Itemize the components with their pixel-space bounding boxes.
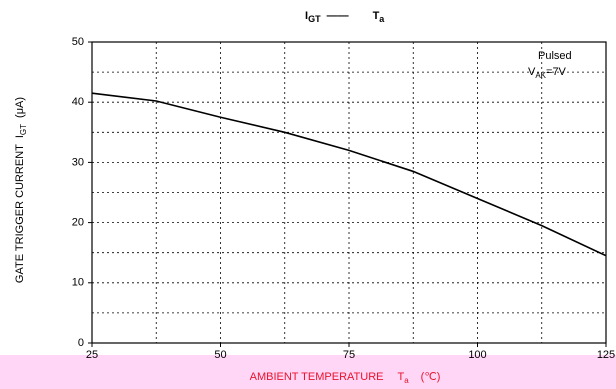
annotation: VAK=7V bbox=[528, 66, 567, 80]
chart-title: IGT —— Ta bbox=[305, 10, 385, 24]
annotation: Pulsed bbox=[538, 50, 572, 62]
label-part: T bbox=[397, 371, 404, 383]
label-part: a bbox=[404, 376, 409, 385]
annotation-part: AK bbox=[535, 71, 546, 80]
y-tick-label: 40 bbox=[72, 96, 84, 108]
label-part: GT bbox=[19, 124, 28, 135]
y-tick-label: 20 bbox=[72, 217, 84, 229]
label-part: (μA) bbox=[14, 97, 26, 118]
annotation-part: =7V bbox=[546, 66, 567, 78]
title-part: a bbox=[379, 14, 385, 24]
bottom-band bbox=[0, 355, 616, 389]
x-tick-label: 125 bbox=[597, 349, 615, 361]
y-tick-label: 10 bbox=[72, 277, 84, 289]
title-part: —— bbox=[327, 10, 349, 22]
x-tick-label: 100 bbox=[468, 349, 486, 361]
y-tick-label: 30 bbox=[72, 156, 84, 168]
line bbox=[91, 92, 607, 257]
x-tick-label: 25 bbox=[86, 349, 98, 361]
title-part: T bbox=[373, 10, 380, 22]
label-part: GATE TRIGGER CURRENT bbox=[14, 144, 26, 283]
y-tick-label: 0 bbox=[78, 337, 84, 349]
x-axis-label: AMBIENT TEMPERATURE Ta (℃) bbox=[250, 371, 441, 385]
label-part: (℃) bbox=[421, 371, 441, 383]
label-part: AMBIENT TEMPERATURE bbox=[250, 371, 384, 383]
y-axis-label: GATE TRIGGER CURRENT IGT (μA) bbox=[14, 97, 28, 283]
x-tick-label: 75 bbox=[343, 349, 355, 361]
y-tick-label: 50 bbox=[72, 36, 84, 48]
title-part: GT bbox=[308, 14, 321, 24]
title-part: I bbox=[305, 10, 308, 22]
label-part: I bbox=[14, 135, 26, 138]
x-tick-label: 50 bbox=[214, 349, 226, 361]
